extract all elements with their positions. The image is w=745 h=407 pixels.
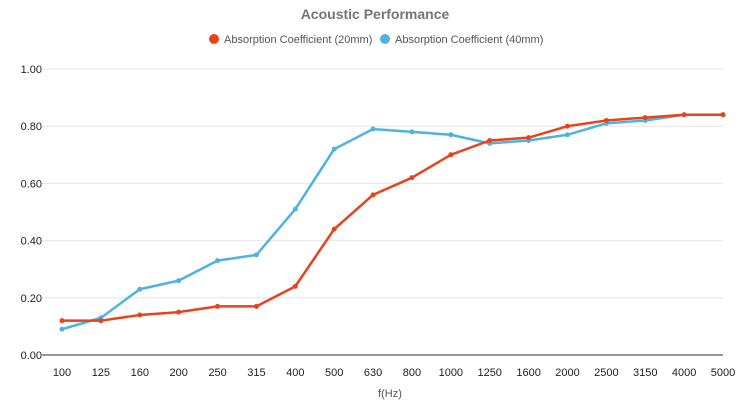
x-tick-label: 400	[286, 367, 304, 379]
legend-label[interactable]: Absorption Coefficient (20mm)	[224, 34, 372, 46]
x-axis-label: f(Hz)	[378, 388, 402, 400]
data-point[interactable]	[137, 312, 143, 318]
data-point[interactable]	[215, 258, 221, 264]
legend[interactable]: Absorption Coefficient (20mm) Absorption …	[209, 34, 543, 46]
data-point[interactable]	[137, 286, 143, 292]
y-tick-label: 0.60	[21, 178, 42, 190]
x-tick-label: 630	[364, 367, 382, 379]
data-point[interactable]	[253, 303, 259, 309]
data-point[interactable]	[487, 138, 493, 143]
chart-title: Acoustic Performance	[301, 6, 450, 22]
y-tick-label: 1.00	[21, 64, 42, 76]
data-point[interactable]	[59, 318, 65, 324]
x-tick-label: 315	[247, 367, 265, 379]
x-axis-ticks: 100 125 160 200 250 315 400 500 630 800 1000 1250 16…	[53, 367, 735, 379]
data-point[interactable]	[292, 206, 298, 212]
data-point[interactable]	[176, 309, 182, 315]
y-tick-label: 0.40	[21, 236, 42, 248]
x-tick-label: 2000	[555, 367, 579, 379]
data-point[interactable]	[215, 303, 221, 309]
data-point[interactable]	[176, 278, 182, 284]
data-point[interactable]	[603, 117, 609, 123]
gridlines	[42, 68, 723, 299]
x-tick-label: 4000	[672, 367, 696, 379]
x-tick-label: 160	[131, 367, 149, 379]
legend-label[interactable]: Absorption Coefficient (40mm)	[395, 34, 543, 46]
data-point[interactable]	[448, 152, 454, 158]
x-tick-label: 200	[169, 367, 187, 379]
data-point[interactable]	[59, 326, 65, 332]
y-tick-label: 0.20	[21, 293, 42, 305]
data-point[interactable]	[409, 129, 415, 135]
y-tick-label: 0.80	[21, 121, 42, 133]
x-tick-label: 125	[92, 367, 110, 379]
x-tick-label: 800	[403, 367, 421, 379]
data-point[interactable]	[448, 132, 454, 138]
x-tick-label: 100	[53, 367, 71, 379]
series-group	[59, 112, 726, 332]
data-point[interactable]	[370, 192, 376, 198]
x-tick-label: 1250	[477, 367, 501, 379]
x-tick-label: 250	[208, 367, 226, 379]
x-tick-label: 1600	[516, 367, 540, 379]
series-line[interactable]	[62, 113, 723, 322]
legend-marker	[380, 34, 390, 44]
data-point[interactable]	[253, 252, 259, 258]
data-point[interactable]	[642, 115, 648, 121]
data-point[interactable]	[331, 146, 337, 152]
x-tick-label: 500	[325, 367, 343, 379]
data-point[interactable]	[720, 112, 726, 118]
data-point[interactable]	[98, 318, 104, 324]
series-line[interactable]	[61, 113, 723, 331]
data-point[interactable]	[526, 135, 532, 141]
data-point[interactable]	[681, 112, 687, 118]
legend-marker	[209, 34, 219, 44]
y-axis-ticks: 0.00 0.20 0.40 0.60 0.80 1.00	[21, 64, 42, 362]
x-tick-label: 1000	[439, 367, 463, 379]
x-tick-label: 3150	[633, 367, 657, 379]
data-point[interactable]	[370, 126, 376, 132]
data-point[interactable]	[331, 226, 337, 232]
data-point[interactable]	[292, 283, 298, 289]
x-tick-label: 5000	[711, 367, 735, 379]
x-tick-label: 2500	[594, 367, 618, 379]
y-tick-label: 0.00	[21, 350, 42, 362]
data-point[interactable]	[409, 175, 415, 181]
data-point[interactable]	[564, 123, 570, 129]
data-point[interactable]	[564, 132, 570, 138]
